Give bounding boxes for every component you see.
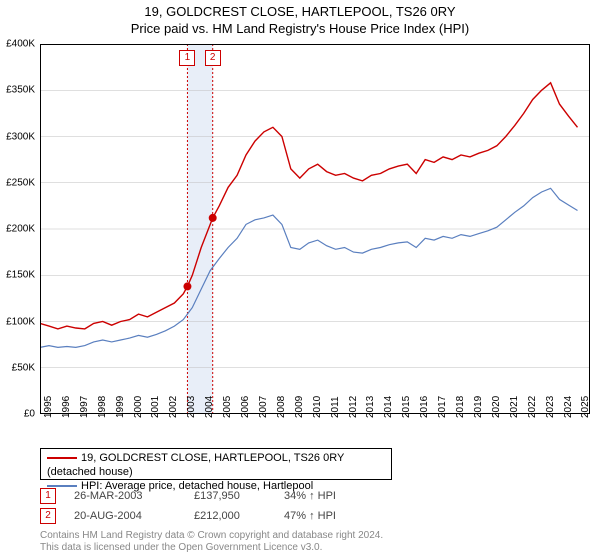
sale-date: 26-MAR-2003 <box>74 490 194 502</box>
x-axis-tick-label: 2015 <box>401 396 412 418</box>
x-axis-tick-label: 2007 <box>258 396 269 418</box>
x-axis-tick-label: 2009 <box>294 396 305 418</box>
sale-marker-icon: 1 <box>40 488 56 504</box>
chart-area: £0£50K£100K£150K£200K£250K£300K£350K£400… <box>40 44 590 414</box>
footer-line: Contains HM Land Registry data © Crown c… <box>40 530 383 542</box>
legend: 19, GOLDCREST CLOSE, HARTLEPOOL, TS26 0R… <box>40 448 392 480</box>
x-axis-tick-label: 2011 <box>330 396 341 418</box>
y-axis-tick-label: £400K <box>6 39 35 50</box>
x-axis-tick-label: 2004 <box>204 396 215 418</box>
legend-swatch <box>47 457 77 459</box>
legend-label: 19, GOLDCREST CLOSE, HARTLEPOOL, TS26 0R… <box>47 452 344 478</box>
sale-marker-box: 2 <box>205 50 221 66</box>
x-axis-tick-label: 2000 <box>133 396 144 418</box>
x-axis-tick-label: 2025 <box>580 396 591 418</box>
x-axis-tick-label: 2023 <box>545 396 556 418</box>
x-axis-tick-label: 1997 <box>79 396 90 418</box>
y-axis-tick-label: £350K <box>6 85 35 96</box>
line-chart <box>40 44 590 414</box>
sale-price: £137,950 <box>194 490 284 502</box>
x-axis-tick-label: 2024 <box>563 396 574 418</box>
x-axis-tick-label: 2019 <box>473 396 484 418</box>
chart-title-sub: Price paid vs. HM Land Registry's House … <box>0 21 600 36</box>
footer-line: This data is licensed under the Open Gov… <box>40 542 383 554</box>
x-axis-tick-label: 2017 <box>437 396 448 418</box>
x-axis-tick-label: 2002 <box>168 396 179 418</box>
x-axis-tick-label: 2005 <box>222 396 233 418</box>
sale-marker-box: 1 <box>179 50 195 66</box>
x-axis-tick-label: 2020 <box>491 396 502 418</box>
x-axis-tick-label: 2016 <box>419 396 430 418</box>
table-row: 1 26-MAR-2003 £137,950 34% ↑ HPI <box>40 486 374 506</box>
x-axis-tick-label: 1995 <box>43 396 54 418</box>
y-axis-tick-label: £0 <box>24 409 35 420</box>
x-axis-tick-label: 1996 <box>61 396 72 418</box>
sale-vs-hpi: 34% ↑ HPI <box>284 490 374 502</box>
x-axis-tick-label: 2018 <box>455 396 466 418</box>
y-axis-tick-label: £150K <box>6 270 35 281</box>
footer-attribution: Contains HM Land Registry data © Crown c… <box>40 530 383 554</box>
x-axis-tick-label: 2006 <box>240 396 251 418</box>
x-axis-tick-label: 2014 <box>383 396 394 418</box>
sale-date: 20-AUG-2004 <box>74 510 194 522</box>
sale-marker-icon: 2 <box>40 508 56 524</box>
x-axis-tick-label: 1998 <box>97 396 108 418</box>
sale-price: £212,000 <box>194 510 284 522</box>
y-axis-tick-label: £200K <box>6 224 35 235</box>
x-axis-tick-label: 2001 <box>150 396 161 418</box>
x-axis-tick-label: 2012 <box>348 396 359 418</box>
x-axis-tick-label: 1999 <box>115 396 126 418</box>
x-axis-tick-label: 2021 <box>509 396 520 418</box>
y-axis-tick-label: £100K <box>6 316 35 327</box>
x-axis-tick-label: 2010 <box>312 396 323 418</box>
chart-title-block: 19, GOLDCREST CLOSE, HARTLEPOOL, TS26 0R… <box>0 0 600 36</box>
x-axis-tick-label: 2013 <box>365 396 376 418</box>
y-axis-tick-label: £300K <box>6 131 35 142</box>
y-axis-tick-label: £250K <box>6 177 35 188</box>
chart-title-address: 19, GOLDCREST CLOSE, HARTLEPOOL, TS26 0R… <box>0 4 600 19</box>
legend-item: 19, GOLDCREST CLOSE, HARTLEPOOL, TS26 0R… <box>47 451 385 479</box>
sale-vs-hpi: 47% ↑ HPI <box>284 510 374 522</box>
table-row: 2 20-AUG-2004 £212,000 47% ↑ HPI <box>40 506 374 526</box>
y-axis-tick-label: £50K <box>12 362 35 373</box>
x-axis-tick-label: 2003 <box>186 396 197 418</box>
x-axis-tick-label: 2022 <box>527 396 538 418</box>
sales-table: 1 26-MAR-2003 £137,950 34% ↑ HPI 2 20-AU… <box>40 486 374 526</box>
x-axis-tick-label: 2008 <box>276 396 287 418</box>
